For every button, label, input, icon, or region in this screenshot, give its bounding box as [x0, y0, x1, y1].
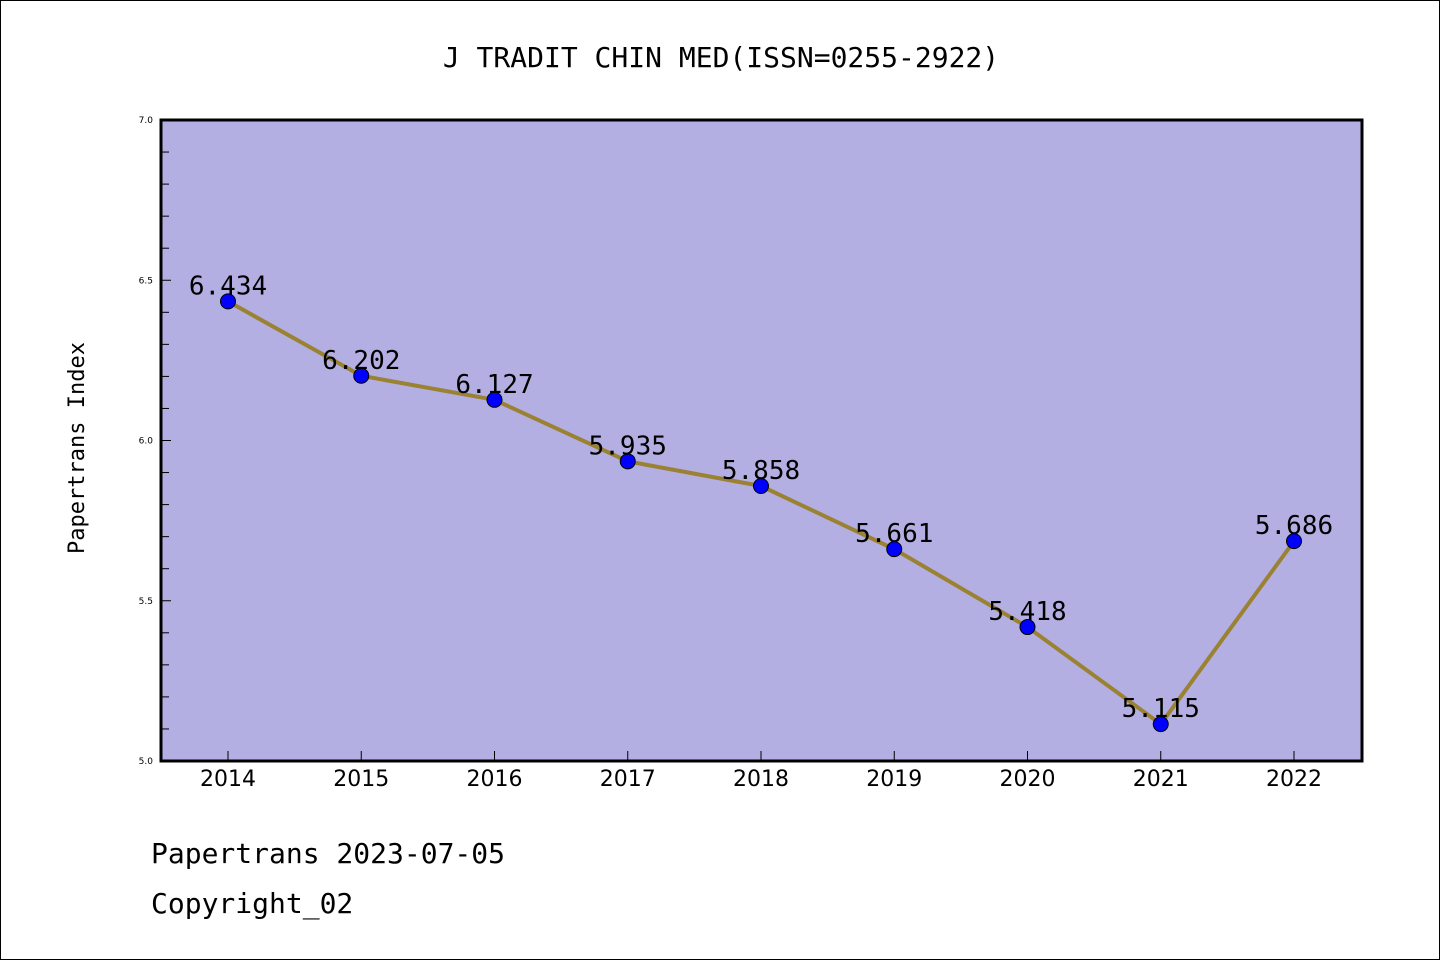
- y-tick-label: 5.0: [139, 757, 154, 767]
- footer-copyright: Copyright_02: [151, 887, 354, 920]
- x-tick-label: 2014: [200, 767, 256, 792]
- y-tick-label: 7.0: [139, 116, 154, 126]
- x-tick-label: 2021: [1133, 767, 1189, 792]
- x-tick-label: 2020: [1000, 767, 1056, 792]
- data-label: 5.418: [988, 597, 1066, 627]
- plot-area: [161, 120, 1362, 761]
- x-tick-label: 2017: [600, 767, 656, 792]
- data-label: 5.661: [855, 519, 933, 549]
- y-axis-label: Papertrans Index: [65, 342, 90, 554]
- data-label: 5.858: [722, 456, 800, 486]
- data-point: [886, 541, 903, 558]
- data-point: [753, 478, 769, 495]
- data-point: [1152, 716, 1169, 733]
- data-points: [220, 293, 1302, 733]
- data-label: 6.127: [455, 370, 533, 400]
- x-tick-label: 2022: [1266, 767, 1322, 792]
- data-label: 6.434: [189, 271, 267, 301]
- x-tick-label: 2019: [866, 767, 922, 792]
- y-tick-label: 5.5: [139, 597, 153, 607]
- x-tick-label: 2018: [733, 767, 789, 792]
- plot-frame: [159, 118, 1364, 763]
- data-label: 5.686: [1255, 511, 1333, 541]
- data-labels: 6.434 6.202 6.127 5.935 5.858 5.661 5.418 5.115…: [189, 271, 1333, 724]
- x-tick-label: 2016: [467, 767, 523, 792]
- data-point: [220, 293, 236, 310]
- footer-date: Papertrans 2023-07-05: [151, 837, 506, 870]
- data-label: 6.202: [322, 346, 400, 376]
- x-tick-label: 2015: [333, 767, 389, 792]
- data-point: [486, 391, 503, 408]
- data-point: [353, 367, 370, 384]
- y-tick-label: 6.5: [139, 276, 153, 286]
- data-point: [1019, 619, 1036, 636]
- x-axis: 2014 2015 2016 2017 2018 2019 2020 2021 2022: [200, 751, 1322, 792]
- data-point: [619, 453, 636, 470]
- data-point: [1286, 533, 1302, 550]
- data-label: 5.115: [1122, 694, 1200, 724]
- chart-title: J TRADIT CHIN MED(ISSN=0255-2922): [443, 41, 999, 74]
- y-tick-label: 6.0: [139, 437, 154, 447]
- data-label: 5.935: [589, 431, 667, 461]
